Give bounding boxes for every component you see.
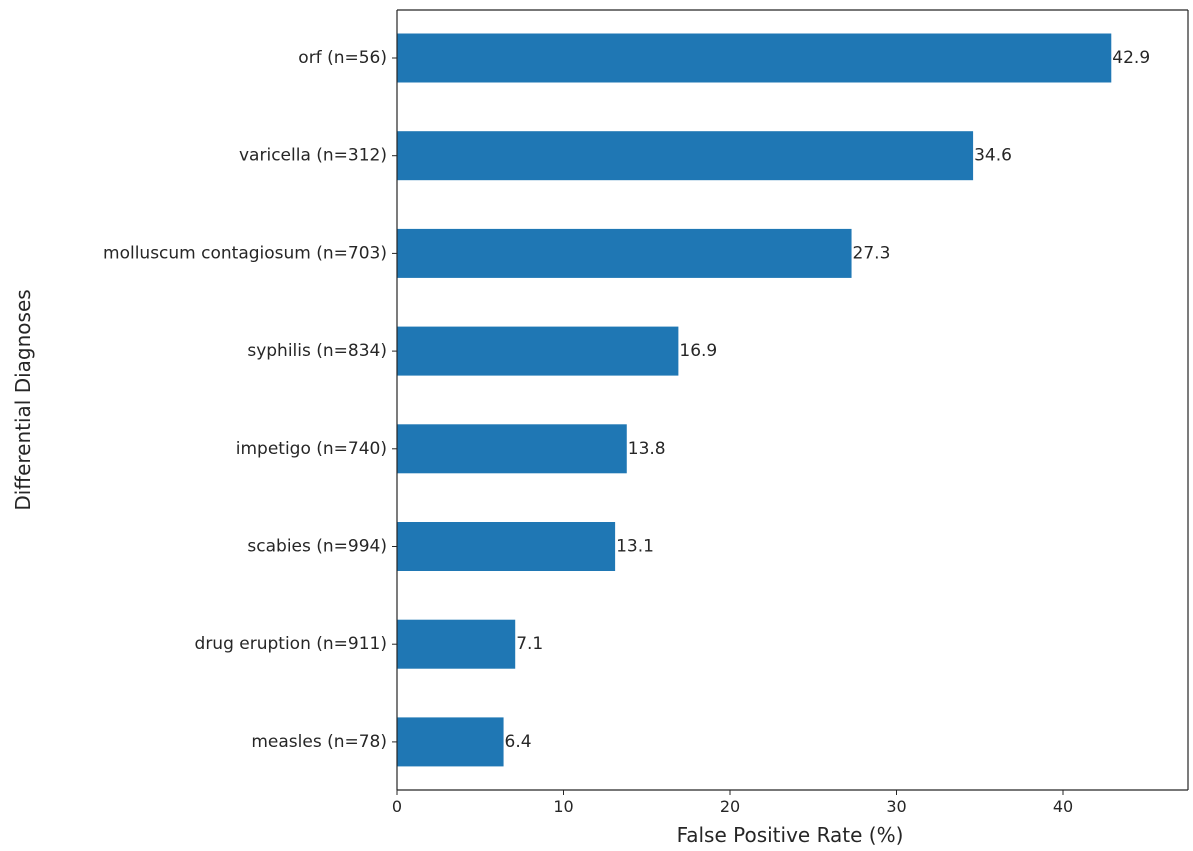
y-axis-title: Differential Diagnoses (11, 289, 35, 510)
y-tick-label: impetigo (n=740) (236, 439, 387, 459)
labels-group: 42.9 orf (n=56) 34.6 varicella (n=312) 27.3 m… (103, 48, 1150, 752)
bar (397, 619, 516, 669)
data-label: 13.8 (628, 439, 666, 459)
x-tick-label: 40 (1053, 797, 1073, 816)
y-tick-label: varicella (n=312) (239, 146, 387, 166)
y-tick-label: measles (n=78) (251, 732, 387, 752)
data-label: 16.9 (679, 341, 717, 361)
axes-group: 0 10 20 30 40 (392, 9, 1189, 816)
bar (397, 33, 1112, 83)
bar (397, 228, 852, 278)
x-tick-label: 0 (392, 797, 402, 816)
bars-group (397, 33, 1112, 767)
y-tick-label: orf (n=56) (298, 48, 387, 68)
bar (397, 522, 616, 571)
bar (397, 131, 974, 181)
x-tick-label: 30 (886, 797, 906, 816)
data-label: 6.4 (505, 732, 532, 752)
x-tick-label: 20 (720, 797, 740, 816)
data-label: 42.9 (1112, 48, 1150, 68)
y-tick-label: syphilis (n=834) (247, 341, 387, 361)
data-label: 27.3 (853, 243, 891, 263)
y-tick-label: scabies (n=994) (247, 537, 387, 557)
y-tick-label: drug eruption (n=911) (195, 634, 387, 654)
data-label: 7.1 (516, 634, 543, 654)
bar (397, 326, 679, 376)
data-label: 13.1 (616, 537, 654, 557)
data-label: 34.6 (974, 146, 1012, 166)
bar (397, 717, 504, 767)
bar (397, 424, 627, 474)
y-tick-label: molluscum contagiosum (n=703) (103, 243, 387, 263)
x-axis-title: False Positive Rate (%) (677, 823, 904, 847)
x-tick-label: 10 (553, 797, 573, 816)
